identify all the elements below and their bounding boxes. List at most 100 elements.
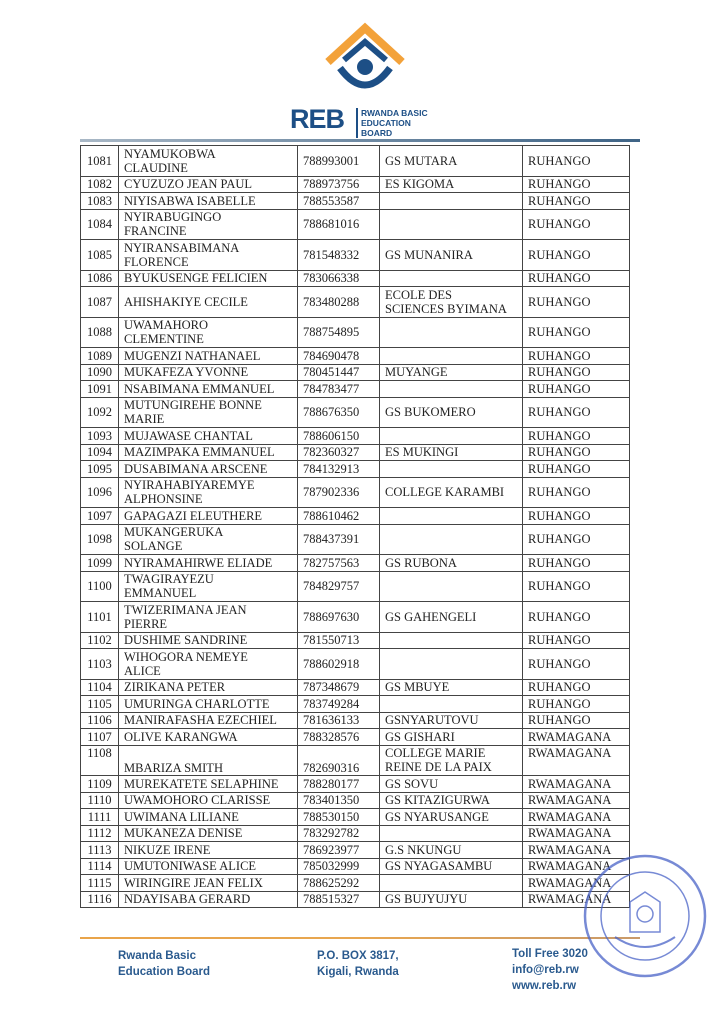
teacher-name-cell: UMUTONIWASE ALICE xyxy=(118,857,298,875)
phone-number-cell: 784690478 xyxy=(297,347,380,365)
district-cell: RUHANGO xyxy=(522,507,630,525)
row-number-cell: 1101 xyxy=(80,601,119,633)
teacher-name-cell: TWIZERIMANA JEAN PIERRE xyxy=(118,601,298,633)
row-number-cell: 1110 xyxy=(80,791,119,809)
district-cell: RUHANGO xyxy=(522,695,630,713)
school-name-cell: GS MUTARA xyxy=(379,145,523,177)
row-number-cell: 1111 xyxy=(80,808,119,826)
teacher-name-cell: NSABIMANA EMMANUEL xyxy=(118,380,298,398)
district-cell: RUHANGO xyxy=(522,208,630,240)
table-row: 1085 NYIRANSABIMANA FLORENCE 781548332 GS M… xyxy=(80,239,630,271)
phone-number-cell: 782690316 xyxy=(297,744,380,776)
school-name-cell xyxy=(379,695,523,713)
district-cell: RUHANGO xyxy=(522,631,630,649)
header-divider xyxy=(80,139,640,142)
row-number-cell: 1090 xyxy=(80,363,119,381)
table-row: 1114 UMUTONIWASE ALICE 785032999 GS NYAGASA… xyxy=(80,857,630,875)
logo-letters: REB xyxy=(290,104,345,134)
phone-number-cell: 786923977 xyxy=(297,841,380,859)
teacher-name-cell: TWAGIRAYEZU EMMANUEL xyxy=(118,570,298,602)
row-number-cell: 1092 xyxy=(80,396,119,428)
district-cell: RUHANGO xyxy=(522,316,630,348)
school-name-cell: GSNYARUTOVU xyxy=(379,711,523,729)
phone-number-cell: 783401350 xyxy=(297,791,380,809)
teacher-name-cell: DUSHIME SANDRINE xyxy=(118,631,298,649)
phone-number-cell: 782757563 xyxy=(297,554,380,572)
phone-number-cell: 788610462 xyxy=(297,507,380,525)
footer-address: P.O. BOX 3817, Kigali, Rwanda xyxy=(317,948,399,980)
teacher-name-cell: NYIRABUGINGO FRANCINE xyxy=(118,208,298,240)
official-stamp-icon xyxy=(583,854,707,978)
school-name-cell: GS RUBONA xyxy=(379,554,523,572)
phone-number-cell: 788437391 xyxy=(297,523,380,555)
logo-subtitle: RWANDA BASIC EDUCATION BOARD xyxy=(356,108,440,138)
table-row: 1111 UWIMANA LILIANE 788530150 GS NYARUSANG… xyxy=(80,808,630,826)
district-cell: RUHANGO xyxy=(522,380,630,398)
row-number-cell: 1098 xyxy=(80,523,119,555)
table-row: 1105 UMURINGA CHARLOTTE 783749284 RUHANGO xyxy=(80,695,630,713)
phone-number-cell: 788280177 xyxy=(297,775,380,793)
school-name-cell: ES MUKINGI xyxy=(379,443,523,461)
footer-email[interactable]: info@reb.rw xyxy=(512,964,579,976)
footer-toll-free: Toll Free 3020 xyxy=(512,948,588,960)
district-cell: RUHANGO xyxy=(522,601,630,633)
row-number-cell: 1093 xyxy=(80,427,119,445)
district-cell: RUHANGO xyxy=(522,363,630,381)
school-name-cell xyxy=(379,380,523,398)
phone-number-cell: 781636133 xyxy=(297,711,380,729)
row-number-cell: 1105 xyxy=(80,695,119,713)
school-name-cell xyxy=(379,192,523,210)
footer-org-line-1: Rwanda Basic xyxy=(118,950,196,962)
school-name-cell xyxy=(379,347,523,365)
district-cell: RWAMAGANA xyxy=(522,808,630,826)
phone-number-cell: 784132913 xyxy=(297,460,380,478)
district-cell: RUHANGO xyxy=(522,570,630,602)
school-name-cell xyxy=(379,427,523,445)
row-number-cell: 1086 xyxy=(80,269,119,287)
school-name-cell xyxy=(379,507,523,525)
teacher-name-cell: WIRINGIRE JEAN FELIX xyxy=(118,874,298,892)
footer-website[interactable]: www.reb.rw xyxy=(512,980,577,992)
district-cell: RUHANGO xyxy=(522,711,630,729)
table-row: 1094 MAZIMPAKA EMMANUEL 782360327 ES MUKING… xyxy=(80,443,630,461)
phone-number-cell: 788553587 xyxy=(297,192,380,210)
teacher-name-cell: MUKANGERUKA SOLANGE xyxy=(118,523,298,555)
logo-line-1: RWANDA BASIC xyxy=(361,108,428,118)
teacher-name-cell: MUTUNGIREHE BONNE MARIE xyxy=(118,396,298,428)
row-number-cell: 1081 xyxy=(80,145,119,177)
teacher-name-cell: NIYISABWA ISABELLE xyxy=(118,192,298,210)
teacher-name-cell: OLIVE KARANGWA xyxy=(118,728,298,746)
district-cell: RUHANGO xyxy=(522,554,630,572)
phone-number-cell: 787902336 xyxy=(297,476,380,508)
school-name-cell: GS KITAZIGURWA xyxy=(379,791,523,809)
teacher-name-cell: MUKANEZA DENISE xyxy=(118,824,298,842)
phone-number-cell: 784829757 xyxy=(297,570,380,602)
row-number-cell: 1107 xyxy=(80,728,119,746)
table-row: 1093 MUJAWASE CHANTAL 788606150 RUHANGO xyxy=(80,427,630,445)
district-cell: RUHANGO xyxy=(522,476,630,508)
row-number-cell: 1108 xyxy=(80,744,119,776)
school-name-cell xyxy=(379,460,523,478)
table-row: 1096 NYIRAHABIYAREMYE ALPHONSINE 787902336… xyxy=(80,476,630,508)
table-row: 1098 MUKANGERUKA SOLANGE 788437391 RUHANGO xyxy=(80,523,630,555)
phone-number-cell: 785032999 xyxy=(297,857,380,875)
phone-number-cell: 783480288 xyxy=(297,286,380,318)
phone-number-cell: 788625292 xyxy=(297,874,380,892)
row-number-cell: 1096 xyxy=(80,476,119,508)
phone-number-cell: 788676350 xyxy=(297,396,380,428)
row-number-cell: 1113 xyxy=(80,841,119,859)
teacher-name-cell: NDAYISABA GERARD xyxy=(118,890,298,908)
row-number-cell: 1082 xyxy=(80,175,119,193)
phone-number-cell: 788993001 xyxy=(297,145,380,177)
teacher-name-cell: UWAMAHORO CLEMENTINE xyxy=(118,316,298,348)
table-row: 1086 BYUKUSENGE FELICIEN 783066338 RUHANGO xyxy=(80,269,630,287)
teacher-name-cell: NYIRAHABIYAREMYE ALPHONSINE xyxy=(118,476,298,508)
district-cell: RUHANGO xyxy=(522,145,630,177)
footer-address-line-2: Kigali, Rwanda xyxy=(317,966,399,978)
row-number-cell: 1099 xyxy=(80,554,119,572)
phone-number-cell: 783292782 xyxy=(297,824,380,842)
row-number-cell: 1083 xyxy=(80,192,119,210)
teacher-name-cell: AHISHAKIYE CECILE xyxy=(118,286,298,318)
row-number-cell: 1114 xyxy=(80,857,119,875)
row-number-cell: 1085 xyxy=(80,239,119,271)
